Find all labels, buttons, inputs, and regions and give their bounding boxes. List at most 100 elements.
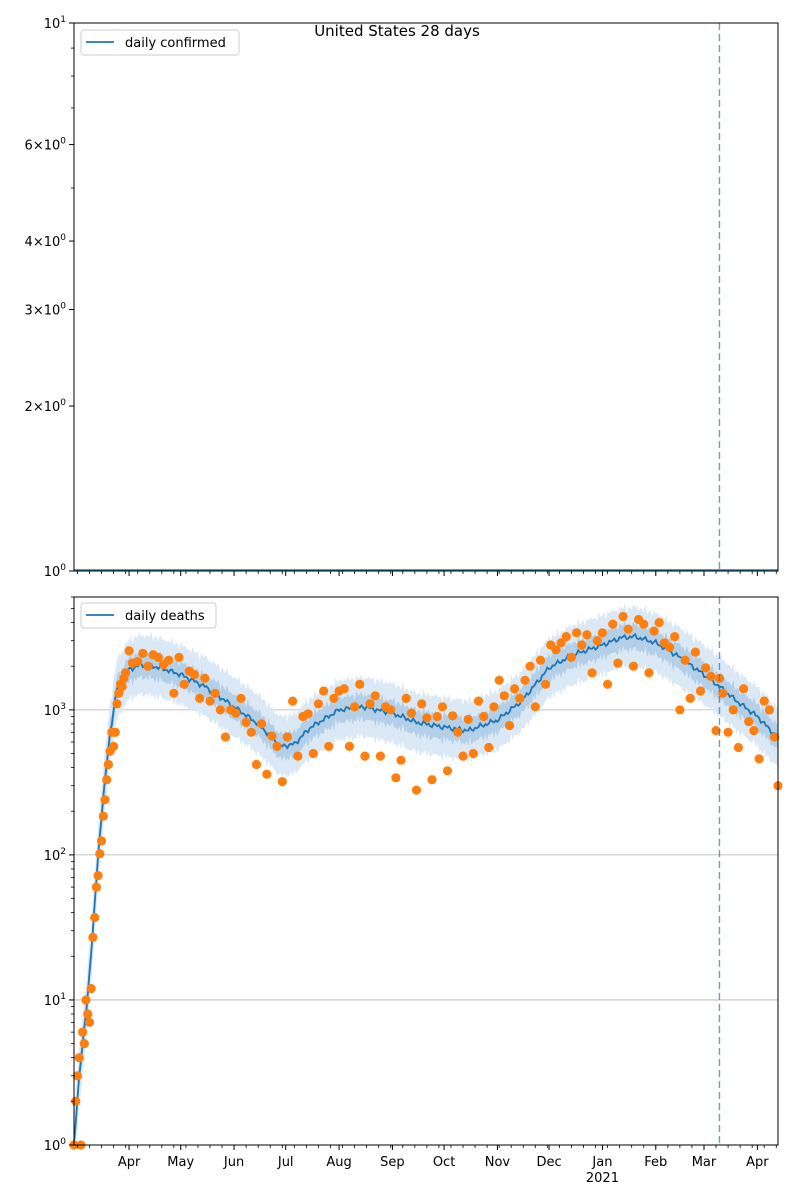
deaths-scatter-point [303, 709, 313, 719]
deaths-scatter-point [95, 849, 105, 859]
deaths-scatter-point [93, 871, 103, 881]
deaths-scatter-point [114, 688, 124, 698]
bottom-y-tick-label: 102 [44, 847, 66, 864]
deaths-scatter-point [764, 705, 775, 715]
deaths-scatter-point [749, 726, 759, 736]
deaths-scatter-point [236, 693, 246, 704]
deaths-scatter-point [86, 983, 96, 994]
bottom-y-tick-label: 103 [44, 702, 66, 719]
deaths-scatter-point [102, 775, 112, 785]
deaths-scatter-point [551, 645, 561, 655]
deaths-scatter-point [200, 673, 210, 683]
deaths-scatter-point [117, 681, 127, 692]
deaths-scatter-point [484, 742, 494, 753]
deaths-scatter-point [313, 699, 323, 709]
deaths-scatter-point [138, 648, 148, 659]
deaths-scatter-point [84, 1017, 95, 1027]
bottom-x-tick-year-label: 2021 [586, 1171, 619, 1186]
deaths-scatter-point [685, 693, 695, 704]
bottom-x-tick-label: Aug [326, 1155, 351, 1170]
deaths-scatter-point [153, 652, 163, 663]
top-y-tick-label: 3×100 [25, 302, 67, 319]
deaths-scatter-point [96, 836, 107, 846]
deaths-scatter-point [143, 661, 153, 671]
deaths-scatter-point [339, 684, 349, 694]
deaths-scatter-point [639, 619, 649, 629]
deaths-scatter-point [509, 684, 520, 694]
bottom-x-tick-label: May [167, 1155, 194, 1170]
deaths-scatter-point [251, 759, 262, 770]
deaths-scatter-point [71, 1096, 81, 1106]
top-plot-area [74, 23, 778, 571]
deaths-scatter-point [577, 640, 587, 650]
deaths-scatter-point [770, 732, 780, 742]
deaths-scatter-point [174, 652, 184, 663]
bottom-y-tick-label: 100 [44, 1137, 67, 1154]
deaths-scatter-point [525, 661, 535, 671]
top-plot-frame [73, 22, 779, 572]
deaths-scatter-point [103, 759, 113, 770]
deaths-scatter-point [463, 714, 473, 725]
deaths-scatter-point [195, 693, 205, 704]
bottom-panel: 100 101 102 103 Apr May Jun Jul Aug Sep Oct Nov Dec… [44, 596, 783, 1186]
deaths-scatter-point [121, 668, 131, 678]
deaths-scatter-point [417, 699, 427, 709]
deaths-scatter-point [205, 696, 215, 706]
deaths-scatter-point [718, 688, 728, 698]
deaths-scatter-point [246, 727, 256, 737]
deaths-scatter-point [499, 691, 509, 701]
deaths-scatter-point [124, 646, 134, 656]
bottom-legend-label: daily deaths [125, 609, 205, 624]
deaths-scatter-point [288, 696, 298, 706]
deaths-scatter-point [391, 773, 401, 783]
deaths-scatter-point [272, 741, 282, 752]
deaths-scatter-point [572, 628, 582, 638]
deaths-scatter-point [613, 658, 623, 668]
deaths-scatter-point [210, 688, 220, 698]
deaths-scatter-point [72, 1071, 82, 1081]
bottom-x-tick-label: Apr [118, 1155, 141, 1170]
deaths-scatter-point [241, 717, 251, 728]
deaths-scatter-point [723, 727, 733, 737]
deaths-scatter-point [98, 811, 108, 821]
deaths-scatter-point [442, 766, 453, 776]
top-legend-box [80, 29, 240, 56]
deaths-scatter-point [344, 741, 354, 752]
deaths-scatter-point [133, 657, 143, 667]
top-y-tick-label: 4×100 [25, 233, 67, 250]
bottom-x-tick-label: Jun [223, 1155, 244, 1170]
deaths-scatter-point [541, 679, 551, 689]
deaths-scatter-point [164, 655, 174, 665]
top-y-tick-label: 101 [44, 15, 66, 32]
deaths-scatter-point [556, 638, 566, 648]
deaths-scatter-point [282, 732, 292, 742]
deaths-scatter-point [733, 742, 744, 753]
deaths-scatter-point [79, 1039, 89, 1049]
deaths-scatter-point [293, 751, 303, 761]
deaths-scatter-point [432, 711, 442, 722]
deaths-scatter-point [695, 686, 706, 696]
deaths-scatter-point [277, 777, 287, 787]
deaths-scatter-point [365, 699, 375, 709]
deaths-scatter-point [649, 626, 659, 636]
deaths-scatter-point [670, 632, 680, 642]
deaths-scatter-point [597, 628, 608, 638]
deaths-scatter-point [690, 647, 701, 657]
deaths-band-outer [74, 602, 778, 1145]
deaths-scatter-point [74, 1053, 84, 1063]
deaths-scatter-point [437, 702, 447, 712]
deaths-scatter-point [711, 726, 721, 736]
bottom-x-tick-label: Apr [746, 1155, 769, 1170]
bottom-x-tick-label: Dec [536, 1155, 561, 1170]
deaths-scatter-point [603, 679, 613, 689]
deaths-scatter-point [411, 785, 422, 795]
deaths-scatter-point [739, 684, 749, 694]
deaths-scatter-point [257, 719, 267, 729]
deaths-scatter-point [665, 642, 675, 652]
bottom-x-tick-label: Nov [485, 1155, 511, 1170]
deaths-scatter-point [530, 702, 540, 712]
deaths-scatter-point [654, 617, 664, 628]
deaths-scatter-point [422, 713, 432, 723]
top-panel: 100 2×100 3×100 4×100 6×100 101 daily confirm… [25, 15, 779, 580]
